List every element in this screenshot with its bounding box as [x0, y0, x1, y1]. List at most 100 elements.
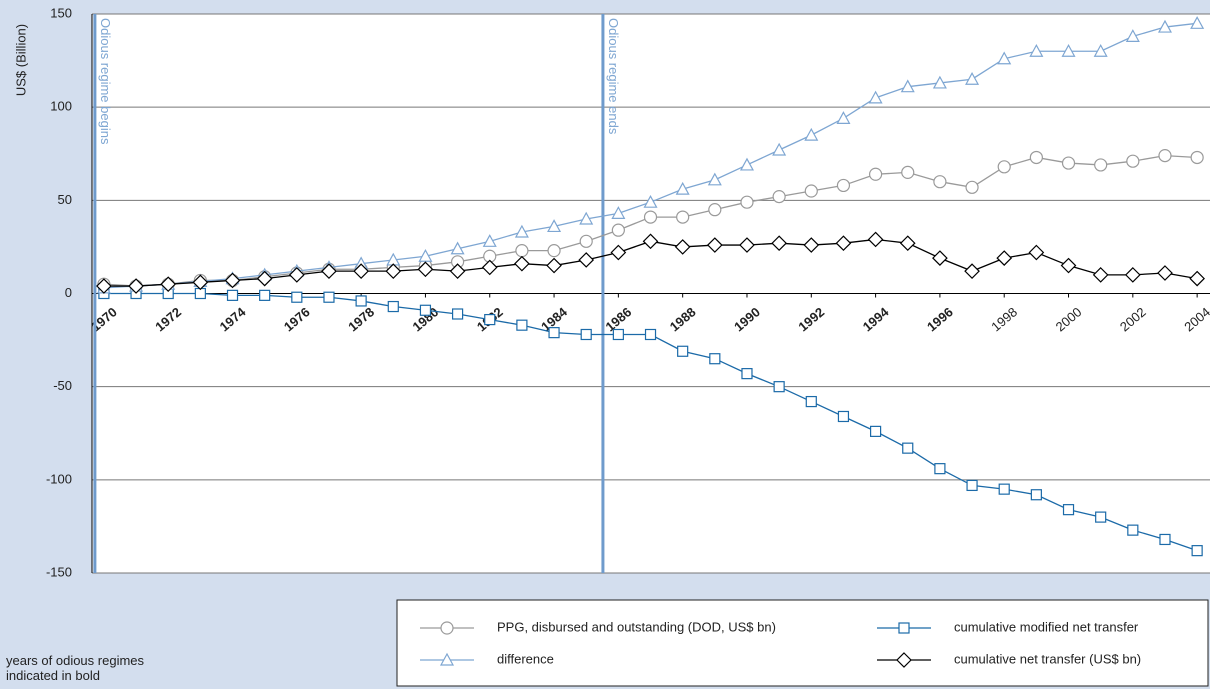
- marker: [1159, 533, 1171, 546]
- marker: [387, 300, 399, 313]
- marker: [128, 278, 144, 294]
- marker: [579, 211, 594, 225]
- marker: [739, 157, 754, 171]
- marker: [642, 233, 659, 250]
- marker: [611, 206, 626, 219]
- marker: [837, 410, 850, 423]
- marker: [353, 263, 369, 279]
- marker: [804, 127, 819, 141]
- marker: [643, 194, 658, 208]
- marker: [1061, 156, 1076, 170]
- marker: [998, 483, 1010, 495]
- marker: [965, 180, 979, 194]
- marker: [226, 289, 239, 301]
- marker: [547, 244, 561, 258]
- marker: [899, 235, 916, 252]
- marker: [867, 231, 884, 248]
- marker: [934, 463, 946, 475]
- y-tick-label: -150: [46, 564, 72, 579]
- annotation: Odious regime ends: [606, 18, 621, 135]
- marker: [739, 237, 755, 253]
- marker: [482, 234, 497, 247]
- marker: [964, 263, 980, 279]
- marker: [291, 291, 303, 303]
- marker: [192, 274, 209, 291]
- marker: [1094, 158, 1108, 172]
- marker: [1061, 44, 1076, 57]
- y-tick-label: 50: [58, 192, 72, 207]
- marker: [612, 328, 624, 341]
- marker: [610, 244, 627, 261]
- marker: [836, 111, 851, 124]
- marker: [546, 257, 562, 274]
- marker: [1189, 270, 1205, 287]
- legend-label: cumulative modified net transfer: [954, 619, 1139, 634]
- marker: [256, 270, 273, 287]
- marker: [1158, 149, 1172, 163]
- marker: [484, 313, 496, 326]
- y-tick-label: -100: [46, 471, 72, 486]
- marker: [901, 165, 915, 179]
- marker: [836, 178, 851, 193]
- marker: [868, 90, 883, 104]
- marker: [741, 368, 753, 380]
- marker: [1028, 244, 1045, 261]
- marker: [868, 167, 883, 181]
- marker: [1127, 524, 1139, 536]
- legend: [396, 599, 1209, 687]
- marker: [835, 235, 852, 252]
- marker: [96, 278, 112, 294]
- marker: [772, 142, 787, 156]
- marker: [965, 71, 980, 85]
- marker: [355, 295, 367, 307]
- marker: [547, 219, 562, 233]
- marker: [418, 248, 433, 262]
- marker: [709, 353, 721, 365]
- marker: [804, 184, 818, 198]
- marker: [773, 381, 785, 393]
- y-tick-label: -50: [53, 378, 72, 393]
- marker: [385, 263, 402, 279]
- marker: [1190, 150, 1204, 165]
- footnote: years of odious regimes: [6, 653, 145, 668]
- marker: [932, 250, 948, 266]
- marker: [1190, 16, 1205, 29]
- marker: [675, 181, 690, 195]
- marker: [805, 395, 817, 408]
- marker: [259, 289, 271, 301]
- marker: [966, 479, 978, 492]
- marker: [997, 160, 1011, 174]
- marker: [579, 234, 593, 248]
- marker: [450, 241, 465, 255]
- marker: [611, 223, 625, 237]
- marker: [439, 652, 455, 666]
- marker: [932, 75, 947, 89]
- marker: [1191, 545, 1203, 557]
- marker: [803, 237, 820, 253]
- marker: [1029, 44, 1044, 57]
- marker: [1062, 504, 1075, 516]
- y-axis-label: US$ (Billion): [13, 24, 28, 96]
- marker: [1124, 267, 1141, 283]
- legend-label: PPG, disbursed and outstanding (DOD, US$…: [497, 619, 776, 634]
- legend-label: difference: [497, 651, 554, 666]
- marker: [1029, 150, 1043, 165]
- marker: [548, 327, 560, 339]
- footnote: indicated in bold: [6, 668, 100, 683]
- marker: [288, 267, 305, 283]
- y-tick-label: 0: [65, 285, 72, 300]
- marker: [933, 175, 947, 189]
- marker: [1126, 154, 1140, 168]
- marker: [900, 79, 915, 93]
- marker: [440, 621, 454, 635]
- marker: [644, 328, 657, 341]
- marker: [902, 442, 914, 454]
- marker: [869, 425, 882, 437]
- marker: [771, 235, 787, 252]
- marker: [1157, 19, 1172, 33]
- annotation: Odious regime begins: [98, 18, 113, 145]
- marker: [1125, 29, 1140, 42]
- y-tick-label: 150: [50, 5, 72, 20]
